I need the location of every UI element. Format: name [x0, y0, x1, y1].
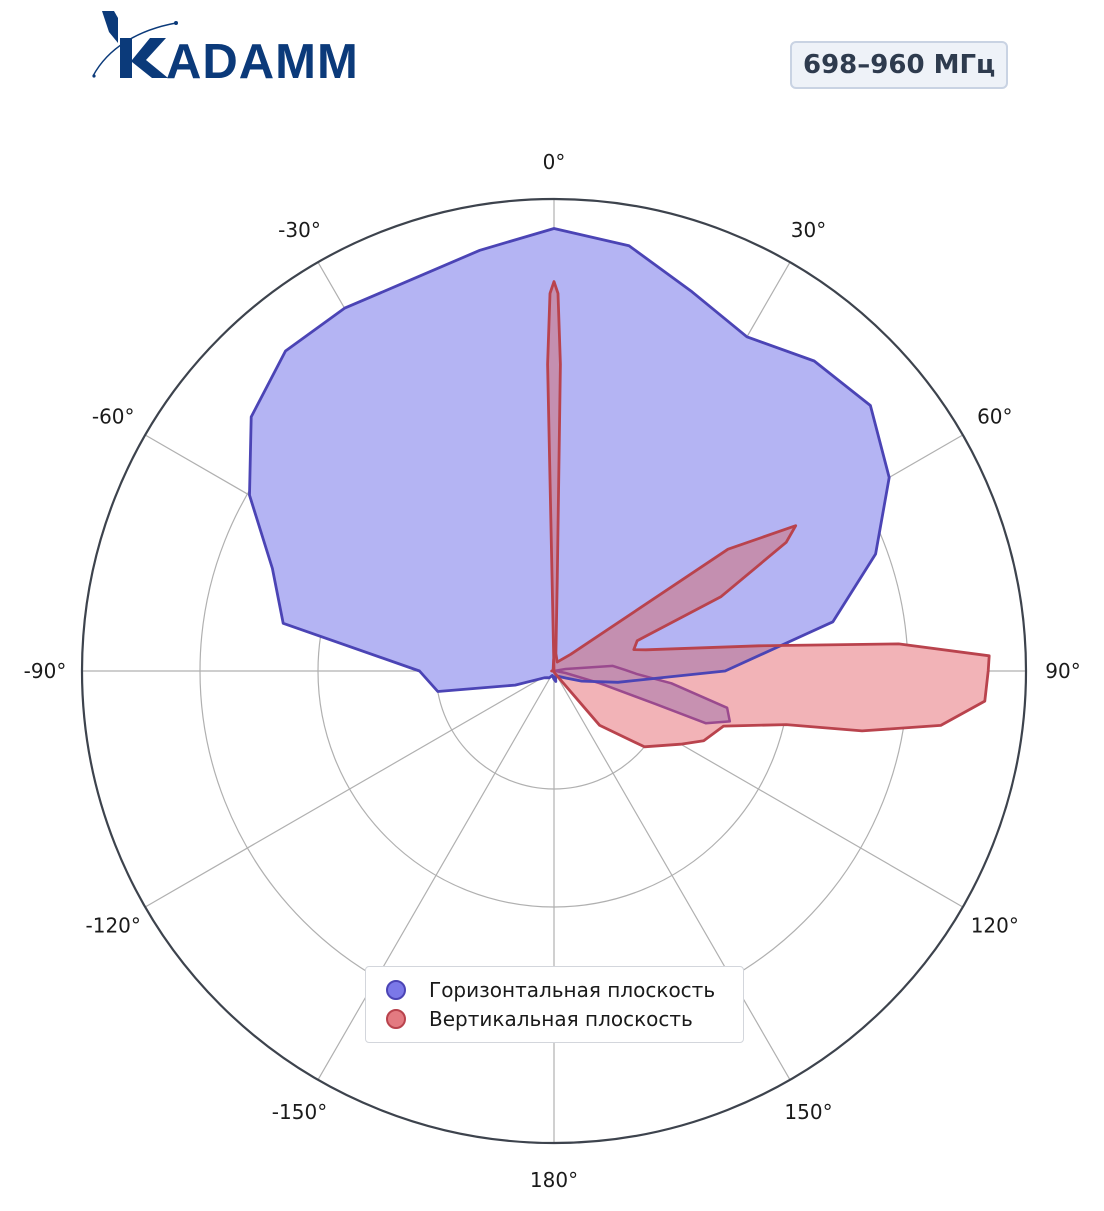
angle-tick-label: 90° — [1045, 659, 1080, 683]
legend-item-vertical: Вертикальная плоскость — [386, 1005, 693, 1033]
legend-label-horizontal: Горизонтальная плоскость — [429, 978, 716, 1002]
angle-tick-label: 30° — [791, 218, 826, 242]
series-horizontal-line — [248, 227, 891, 693]
angle-gridline--120 — [144, 670, 555, 908]
angle-tick-label: -30° — [278, 218, 321, 242]
frequency-band-label: 698–960 МГц — [803, 50, 996, 80]
angle-tick-label: 60° — [977, 405, 1012, 429]
legend-swatch-vertical — [386, 1009, 406, 1029]
series-vertical-line — [546, 280, 991, 749]
angle-tick-label: 120° — [971, 914, 1019, 938]
series-horizontal-fill — [249, 228, 890, 692]
angle-tick-label: -120° — [86, 914, 141, 938]
angle-tick-label: 150° — [784, 1100, 832, 1124]
series-vertical-fill — [547, 281, 990, 747]
svg-text:ADAMM: ADAMM — [166, 35, 359, 84]
chart-legend: Горизонтальная плоскость Вертикальная пл… — [365, 966, 744, 1043]
legend-swatch-horizontal — [386, 980, 406, 1000]
series-side-lobe — [552, 664, 732, 725]
angle-tick-label: -150° — [272, 1100, 327, 1124]
legend-label-vertical: Вертикальная плоскость — [429, 1007, 693, 1031]
angle-tick-label: -90° — [24, 659, 67, 683]
angle-tick-label: 0° — [543, 150, 566, 174]
kadamm-logo: ADAMM — [92, 11, 359, 84]
legend-item-horizontal: Горизонтальная плоскость — [386, 976, 715, 1004]
angle-gridline--150 — [317, 670, 555, 1081]
frequency-band-badge: 698–960 МГц — [790, 41, 1009, 89]
angle-tick-label: 180° — [530, 1168, 578, 1192]
polar-frame — [80, 197, 1028, 1145]
angle-tick-label: -60° — [92, 405, 135, 429]
angle-gridline-150 — [553, 670, 791, 1081]
